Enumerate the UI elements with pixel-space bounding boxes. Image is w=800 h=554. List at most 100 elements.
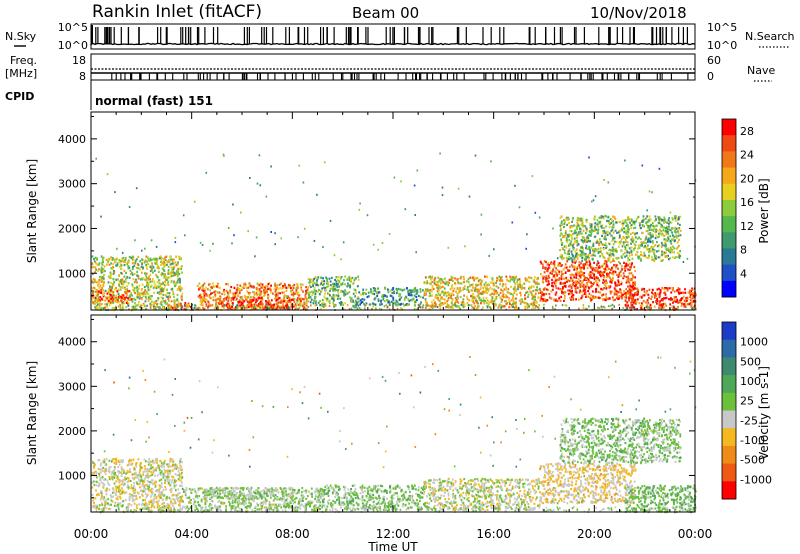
power-echo-cell: [447, 280, 449, 284]
power-echo-cell: [648, 228, 651, 231]
power-echo-cell: [451, 299, 454, 302]
power-echo-cell: [665, 287, 668, 290]
power-echo-cell: [646, 215, 649, 218]
power-echo-cell: [459, 289, 462, 292]
power-echo-cell: [95, 157, 97, 160]
power-echo-cell: [548, 293, 551, 296]
power-echo-cell: [689, 293, 692, 296]
power-echo-cell: [677, 234, 680, 237]
power-echo-cell: [593, 261, 595, 264]
power-echo-cell: [100, 215, 102, 218]
power-echo-cell: [392, 296, 395, 299]
power-echo-cell: [98, 282, 100, 285]
power-echo-cell: [524, 302, 526, 305]
power-echo-cell: [351, 276, 354, 280]
power-echo-cell: [528, 280, 531, 283]
power-echo-cell: [232, 302, 234, 305]
power-echo-cell: [624, 245, 626, 248]
power-echo-cell: [413, 307, 416, 310]
power-echo-cell: [240, 301, 243, 304]
power-echo-cell: [173, 306, 176, 309]
power-echo-cell: [545, 260, 547, 264]
power-echo-cell: [464, 305, 466, 308]
power-echo-cell: [691, 308, 694, 311]
power-echo-cell: [100, 291, 103, 295]
power-echo-cell: [578, 307, 580, 310]
power-echo-cell: [573, 267, 576, 270]
power-echo-cell: [127, 259, 130, 262]
power-echo-cell: [612, 271, 614, 275]
power-echo-cell: [463, 281, 465, 284]
power-echo-cell: [647, 293, 650, 296]
power-echo-cell: [125, 257, 127, 260]
power-echo-cell: [135, 278, 137, 281]
power-echo-cell: [591, 297, 594, 300]
power-echo-cell: [514, 307, 516, 310]
power-echo-cell: [206, 294, 208, 297]
power-echo-cell: [112, 293, 115, 297]
power-echo-cell: [94, 299, 97, 302]
power-echo-cell: [114, 307, 116, 310]
power-echo-cell: [98, 302, 101, 305]
power-echo-cell: [666, 227, 669, 230]
power-echo-cell: [616, 221, 618, 224]
power-echo-cell: [589, 226, 592, 229]
power-echo-cell: [160, 289, 162, 292]
power-echo-cell: [255, 236, 258, 239]
power-echo-cell: [594, 222, 597, 225]
power-echo-cell: [145, 274, 147, 277]
power-echo-cell: [510, 285, 512, 288]
power-echo-cell: [583, 258, 586, 261]
power-echo-cell: [112, 270, 115, 273]
power-echo-cell: [354, 301, 357, 304]
power-echo-cell: [313, 282, 316, 285]
power-echo-cell: [118, 296, 121, 299]
power-echo-cell: [685, 297, 688, 300]
power-echo-cell: [653, 293, 656, 296]
power-echo-cell: [595, 279, 598, 282]
power-echo-cell: [666, 239, 669, 242]
power-echo-cell: [619, 270, 622, 273]
power-echo-cell: [592, 249, 594, 252]
power-echo-cell: [409, 291, 412, 294]
power-echo-cell: [438, 289, 440, 292]
power-echo-cell: [644, 217, 647, 220]
power-echo-cell: [324, 303, 326, 306]
power-echo-cell: [310, 298, 313, 301]
power-echo-cell: [541, 294, 544, 297]
power-echo-cell: [660, 303, 662, 306]
power-echo-cell: [454, 302, 456, 305]
power-echo-cell: [266, 290, 268, 293]
power-echo-cell: [141, 271, 143, 274]
power-echo-cell: [173, 265, 176, 268]
power-echo-cell: [590, 246, 593, 249]
power-echo-cell: [392, 298, 395, 301]
power-echo-cell: [636, 237, 639, 240]
power-echo-cell: [171, 258, 173, 261]
power-echo-cell: [655, 234, 658, 237]
power-echo-cell: [486, 299, 489, 302]
power-echo-cell: [242, 306, 244, 309]
power-echo-cell: [102, 293, 105, 296]
power-echo-cell: [586, 238, 588, 241]
power-echo-cell: [264, 305, 267, 308]
power-echo-cell: [314, 276, 317, 279]
freq-panel: Freq. [MHz] 18 8 60 0 Nave: [5, 53, 775, 83]
power-echo-cell: [581, 251, 584, 254]
power-echo-cell: [647, 232, 650, 235]
power-echo-cell: [221, 292, 223, 296]
power-echo-cell: [354, 289, 357, 292]
power-echo-cell: [592, 252, 595, 255]
power-echo-cell: [436, 281, 439, 284]
power-echo-cell: [484, 281, 487, 284]
power-echo-cell: [291, 284, 294, 288]
power-echo-cell: [625, 288, 628, 291]
power-echo-cell: [575, 298, 577, 301]
nsky-right-tick-low: 10^0: [707, 39, 737, 52]
power-echo-cell: [586, 240, 589, 243]
power-echo-cell: [616, 231, 618, 234]
power-echo-cell: [524, 294, 526, 297]
power-echo-cell: [229, 297, 231, 300]
power-echo-cell: [209, 249, 211, 252]
power-echo-cell: [136, 285, 138, 288]
